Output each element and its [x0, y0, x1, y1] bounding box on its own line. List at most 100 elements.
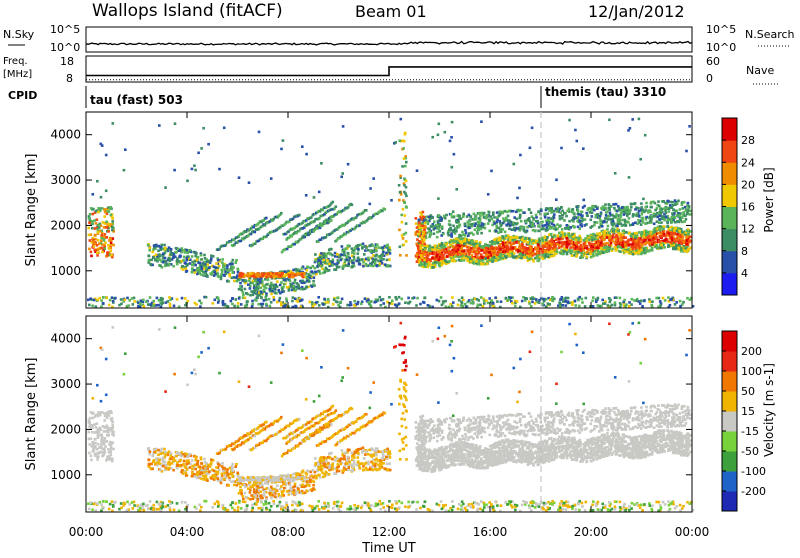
power-cell — [436, 299, 439, 302]
power-cell — [336, 266, 339, 269]
power-cell — [267, 279, 270, 282]
power-cell — [617, 246, 620, 249]
freq-unit-label: [MHz] — [3, 69, 32, 80]
power-cell — [502, 241, 505, 244]
power-cell — [598, 253, 601, 256]
power-cell — [651, 239, 654, 242]
power-cell — [248, 181, 251, 184]
power-cell — [507, 250, 510, 253]
power-cell — [322, 303, 325, 306]
power-cell — [111, 220, 114, 223]
power-cell — [237, 305, 240, 308]
power-cell — [615, 238, 618, 241]
power-cell — [110, 214, 113, 217]
power-cell — [217, 301, 220, 304]
power-cell — [265, 303, 268, 306]
power-cell — [199, 271, 202, 274]
power-cell — [547, 251, 550, 254]
power-cell — [582, 199, 585, 202]
power-cell — [291, 300, 294, 303]
power-cell — [100, 240, 103, 243]
power-cell — [449, 140, 452, 143]
power-cell — [250, 272, 253, 275]
power-cell — [374, 255, 377, 258]
power-cell — [367, 249, 370, 252]
power-cell — [108, 247, 111, 250]
power-cell — [208, 267, 211, 270]
power-cell — [94, 227, 97, 230]
power-cell — [668, 232, 671, 235]
power-cell — [273, 299, 276, 302]
power-cell — [328, 263, 331, 266]
power-cell — [608, 119, 611, 122]
power-cell — [341, 266, 344, 269]
power-cell — [470, 239, 473, 242]
power-cell — [555, 179, 558, 182]
power-cell — [506, 299, 509, 302]
power-cell — [664, 299, 667, 302]
power-cell — [194, 255, 197, 258]
power-cell — [645, 230, 648, 233]
power-cell — [200, 302, 203, 305]
power-cell — [578, 305, 581, 308]
power-cell — [532, 260, 535, 263]
nsearch-tick-top: 10^5 — [706, 23, 736, 36]
power-cell — [568, 250, 571, 253]
power-cell — [525, 297, 528, 300]
power-cell — [229, 275, 232, 278]
power-cell — [280, 304, 283, 307]
power-cell — [314, 253, 317, 256]
power-cell — [543, 298, 546, 301]
power-cell — [364, 298, 367, 301]
power-cell — [463, 243, 466, 246]
power-cell — [493, 249, 496, 252]
power-cell — [614, 301, 617, 304]
power-cell — [641, 252, 644, 255]
power-cell — [470, 232, 473, 235]
power-cell — [401, 221, 404, 224]
power-cell — [262, 303, 265, 306]
power-cell — [601, 299, 604, 302]
power-cell — [483, 302, 486, 305]
power-cell — [283, 279, 286, 282]
power-cell — [95, 210, 98, 213]
power-cell — [289, 280, 292, 283]
power-cell — [403, 157, 406, 160]
power-cell — [313, 276, 316, 279]
power-cell — [622, 245, 625, 248]
power-cell — [399, 246, 402, 249]
power-cell — [644, 243, 647, 246]
power-cell — [279, 292, 282, 295]
power-cell — [659, 218, 662, 221]
power-cell — [311, 285, 314, 288]
power-cell — [399, 175, 402, 178]
power-cell — [517, 249, 520, 252]
power-cell — [678, 230, 681, 233]
power-cell — [596, 236, 599, 239]
power-cell — [280, 148, 283, 151]
cpid-label: CPID — [8, 89, 37, 102]
power-cell — [353, 300, 356, 303]
power-cell — [666, 225, 669, 228]
power-cell — [490, 299, 493, 302]
power-cell — [427, 266, 430, 269]
power-cell — [196, 273, 199, 276]
power-cell — [530, 305, 533, 308]
power-cell — [185, 259, 188, 262]
power-cell — [365, 209, 368, 212]
power-cell — [132, 303, 135, 306]
power-cell — [593, 224, 596, 227]
power-cell — [102, 296, 105, 299]
power-cell — [481, 222, 484, 225]
power-cell — [330, 219, 333, 222]
power-cell — [405, 180, 408, 183]
power-cell — [630, 233, 633, 236]
power-cell — [678, 247, 681, 250]
power-cell — [170, 248, 173, 251]
power-cell — [547, 255, 550, 258]
power-cell — [218, 168, 221, 171]
cpid-mode-2: themis (tau) 3310 — [545, 85, 666, 99]
freq-panel: Freq. [MHz] 18 8 60 0 Nave — [3, 55, 778, 85]
power-cell — [608, 231, 611, 234]
power-cell — [441, 304, 444, 307]
